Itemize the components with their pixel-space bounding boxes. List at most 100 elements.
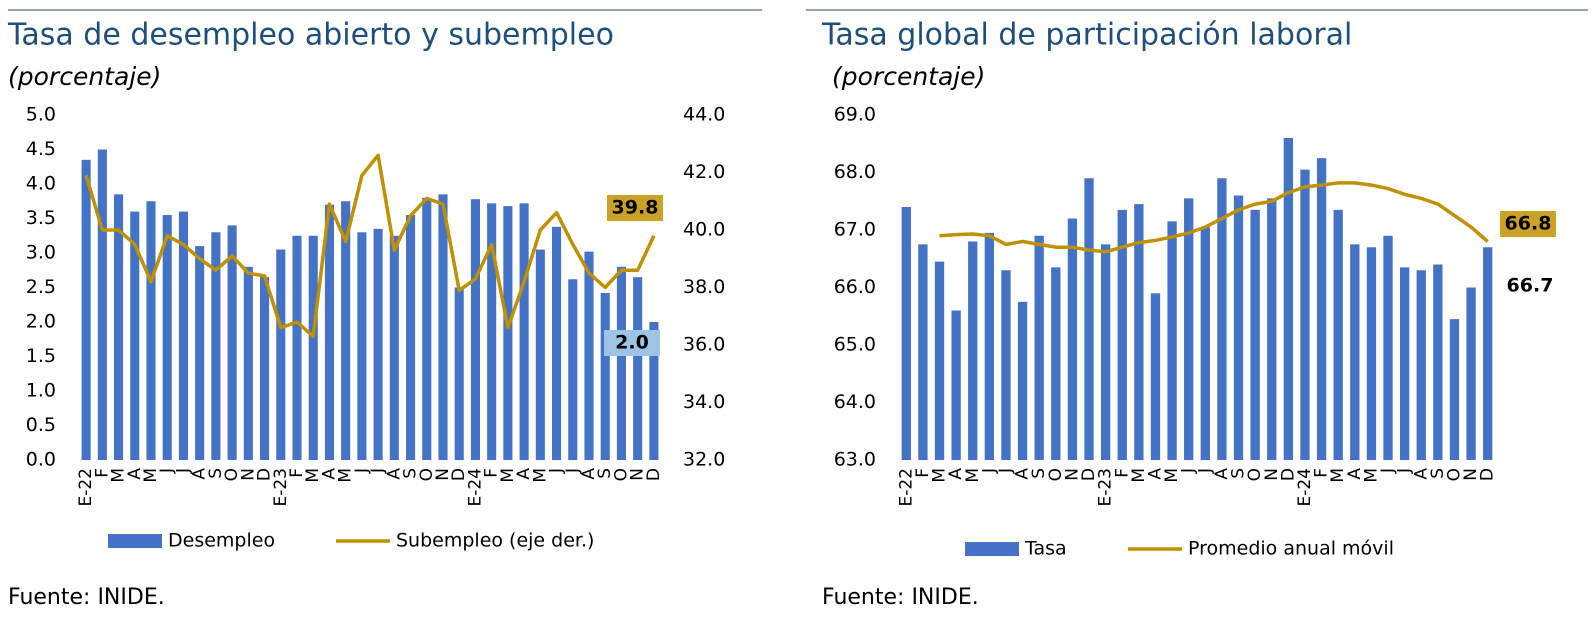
x-tick-label: F (482, 468, 502, 478)
x-tick-label: S (595, 468, 615, 479)
x-tick-label: F (1312, 468, 1332, 478)
x-tick-label: S (1229, 468, 1249, 479)
y2-tick-label: 34.0 (683, 391, 725, 413)
x-tick-label: M (530, 468, 550, 483)
x-tick-label: E-22 (896, 468, 916, 507)
bar (1150, 293, 1161, 460)
x-tick-label: M (498, 468, 518, 483)
x-tick-label: N (238, 468, 258, 481)
bar (1366, 247, 1377, 460)
bar (552, 226, 562, 460)
x-tick-label: D (1478, 468, 1498, 481)
bar (649, 322, 659, 460)
bar (519, 203, 529, 460)
y-tick-label: 63.0 (834, 449, 876, 471)
bar (968, 241, 978, 460)
x-tick-label: J (352, 468, 372, 474)
bar (934, 261, 945, 460)
x-tick-label: N (1461, 468, 1481, 481)
bar (324, 204, 334, 460)
data-label: 66.7 (1507, 275, 1554, 297)
x-tick-label: A (384, 468, 404, 480)
legend-label: Tasa (1024, 538, 1067, 560)
x-tick-label: J (1378, 468, 1398, 474)
data-label-box (604, 330, 660, 356)
chart-subtitle: (porcentaje) (832, 62, 985, 91)
x-tick-label: S (206, 468, 226, 479)
x-tick-label: O (1245, 468, 1265, 481)
y2-tick-label: 44.0 (683, 104, 725, 126)
bar (130, 211, 140, 460)
y2-tick-label: 38.0 (683, 276, 725, 298)
bar (1283, 138, 1294, 460)
bar (1316, 158, 1327, 460)
bar (1333, 209, 1343, 460)
x-tick-label: F (287, 468, 307, 478)
x-tick-label: A (514, 468, 534, 480)
bar (1084, 178, 1094, 460)
x-tick-label: A (1345, 468, 1365, 480)
bar (195, 246, 205, 460)
y-tick-label: 5.0 (26, 104, 56, 126)
x-tick-label: O (611, 468, 631, 481)
bar (373, 228, 383, 460)
x-tick-label: E-22 (76, 468, 96, 507)
x-tick-label: M (930, 468, 950, 483)
line (84, 153, 656, 339)
source: Fuente: INIDE. (822, 585, 979, 610)
y-tick-label: 1.5 (26, 345, 56, 367)
x-tick-label: A (1212, 468, 1232, 480)
x-tick-label: J (368, 468, 388, 474)
x-tick-label: N (1262, 468, 1282, 481)
bar (341, 201, 351, 460)
bar (146, 201, 156, 460)
x-tick-label: D (644, 468, 664, 481)
y-tick-label: 2.0 (26, 311, 56, 333)
y-tick-label: 3.0 (26, 242, 56, 264)
bar (276, 249, 286, 460)
bar (227, 225, 237, 460)
bar (1416, 270, 1426, 460)
x-tick-label: E-23 (1096, 468, 1116, 507)
x-tick-label: M (141, 468, 161, 483)
bar (389, 235, 399, 460)
x-tick-label: A (1411, 468, 1431, 480)
legend-label: Desempleo (168, 530, 275, 552)
x-tick-label: J (547, 468, 567, 474)
bar (568, 279, 578, 460)
bar (1034, 235, 1044, 460)
x-tick-label: J (1179, 468, 1199, 474)
bar (470, 199, 480, 460)
legend-swatch (965, 542, 1019, 556)
x-tick-label: E-24 (1295, 468, 1315, 507)
bar (1383, 235, 1393, 460)
bar (1350, 244, 1360, 460)
y-tick-label: 69.0 (834, 104, 876, 126)
y2-tick-label: 42.0 (683, 161, 725, 183)
bar (1100, 244, 1111, 460)
bar (1200, 227, 1210, 460)
bar (1233, 195, 1244, 460)
chart-subtitle: (porcentaje) (8, 62, 161, 91)
x-tick-label: J (563, 468, 583, 474)
x-tick-label: N (1062, 468, 1082, 481)
bar (1483, 247, 1493, 460)
legend-label: Subempleo (eje der.) (396, 530, 594, 552)
line (939, 181, 1489, 254)
x-tick-label: F (1112, 468, 1132, 478)
x-tick-label: S (1029, 468, 1049, 479)
x-tick-label: D (1278, 468, 1298, 481)
x-tick-label: O (1444, 468, 1464, 481)
x-tick-label: J (979, 468, 999, 474)
bar (984, 232, 995, 460)
x-tick-label: E-24 (465, 468, 485, 507)
y-tick-label: 68.0 (834, 161, 876, 183)
x-tick-label: M (336, 468, 356, 483)
bar (1051, 267, 1061, 460)
x-tick-label: J (1395, 468, 1415, 474)
data-label: 39.8 (612, 197, 659, 219)
x-tick-label: M (1361, 468, 1381, 483)
bar (1433, 264, 1443, 460)
x-tick-label: O (222, 468, 242, 481)
